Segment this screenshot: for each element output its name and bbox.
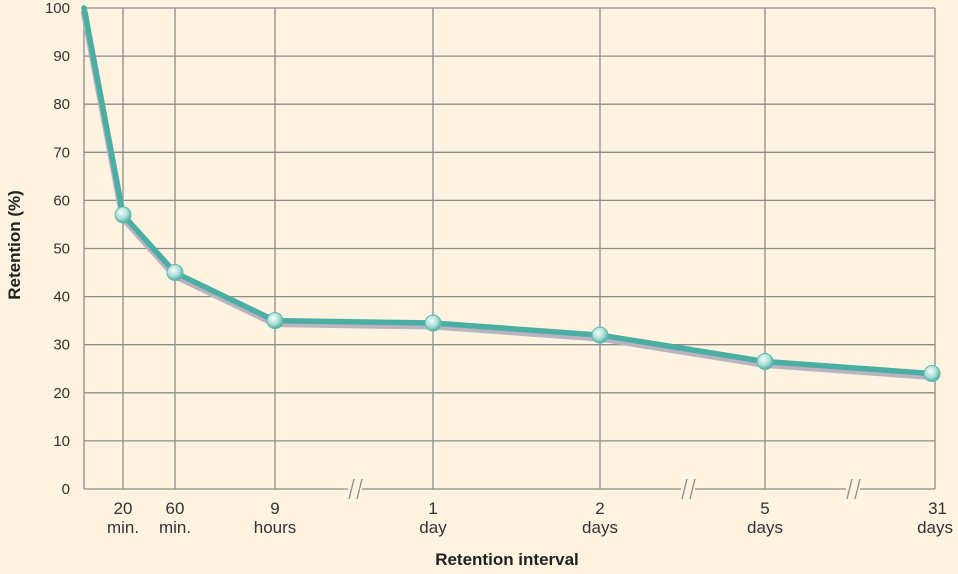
axis-break-mark-0 bbox=[348, 478, 363, 500]
series-retention bbox=[80, 5, 941, 383]
data-point-5 bbox=[591, 326, 609, 344]
x-tick-unit-5: days bbox=[747, 518, 783, 537]
axis-break-mark-1 bbox=[681, 478, 696, 500]
y-tick-label-60: 60 bbox=[53, 192, 70, 209]
x-tick-value-0: 20 bbox=[114, 499, 133, 518]
grid bbox=[83, 7, 936, 490]
y-tick-labels: 0 10 20 30 40 50 60 70 80 90 100 bbox=[45, 0, 70, 498]
data-point-4 bbox=[424, 314, 442, 332]
y-tick-label-80: 80 bbox=[53, 96, 70, 113]
y-tick-label-30: 30 bbox=[53, 337, 70, 354]
x-tick-value-6: 31 bbox=[928, 499, 947, 518]
y-tick-label-70: 70 bbox=[53, 144, 70, 161]
data-point-2 bbox=[166, 264, 184, 282]
y-tick-label-50: 50 bbox=[53, 241, 70, 258]
x-tick-value-2: 9 bbox=[270, 499, 279, 518]
x-tick-value-4: 2 bbox=[595, 499, 604, 518]
x-tick-value-1: 60 bbox=[166, 499, 185, 518]
data-point-3 bbox=[266, 312, 284, 330]
x-tick-unit-0: min. bbox=[107, 518, 139, 537]
data-point-1 bbox=[114, 206, 132, 224]
y-tick-label-100: 100 bbox=[45, 0, 70, 17]
axis-breaks bbox=[348, 478, 861, 500]
series-shadow bbox=[80, 10, 933, 381]
y-tick-label-90: 90 bbox=[53, 48, 70, 65]
x-tick-unit-3: day bbox=[419, 518, 447, 537]
y-tick-label-10: 10 bbox=[53, 433, 70, 450]
x-tick-value-5: 5 bbox=[760, 499, 769, 518]
x-tick-unit-4: days bbox=[582, 518, 618, 537]
x-tick-unit-1: min. bbox=[159, 518, 191, 537]
y-axis-title: Retention (%) bbox=[5, 190, 24, 300]
axis-break-mark-2 bbox=[846, 478, 861, 500]
series-line bbox=[81, 5, 935, 377]
data-point-7 bbox=[923, 365, 941, 383]
x-tick-value-3: 1 bbox=[428, 499, 437, 518]
x-tick-unit-2: hours bbox=[254, 518, 297, 537]
y-tick-label-40: 40 bbox=[53, 289, 70, 306]
x-axis-title: Retention interval bbox=[435, 550, 579, 569]
y-tick-label-0: 0 bbox=[62, 481, 70, 498]
y-tick-label-20: 20 bbox=[53, 385, 70, 402]
data-point-6 bbox=[756, 353, 774, 371]
x-tick-unit-6: days bbox=[917, 518, 953, 537]
